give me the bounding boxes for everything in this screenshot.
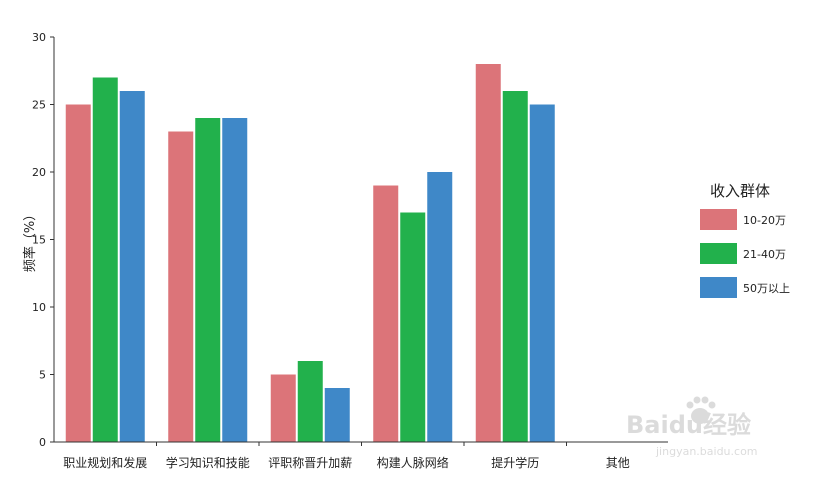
y-tick-label: 30	[32, 31, 46, 44]
x-category-label: 其他	[606, 456, 630, 470]
baidu-watermark: Baidu经验 jingyan.baidu.com	[626, 396, 758, 458]
legend-swatch	[700, 209, 737, 230]
watermark-url: jingyan.baidu.com	[655, 445, 758, 458]
legend-label: 10-20万	[743, 214, 786, 227]
bar	[475, 64, 501, 442]
legend: 收入群体 10-20万 21-40万 50万以上	[700, 182, 790, 298]
bar	[119, 91, 145, 442]
y-tick-label: 0	[39, 436, 46, 449]
x-category-label: 职业规划和发展	[63, 455, 147, 470]
bar	[195, 118, 221, 442]
legend-swatch	[700, 243, 737, 264]
paw-logo-icon	[686, 396, 716, 424]
legend-swatch	[700, 277, 737, 298]
bar	[427, 172, 453, 442]
bar	[92, 77, 118, 442]
y-axis-title: 频率（%）	[22, 208, 38, 272]
bar	[324, 388, 350, 442]
y-tick-label: 25	[32, 99, 46, 112]
bar	[65, 104, 91, 442]
legend-label: 21-40万	[743, 248, 786, 261]
y-tick-label: 5	[39, 369, 46, 382]
bar	[373, 185, 399, 442]
bar	[297, 361, 323, 442]
x-category-label: 提升学历	[491, 455, 539, 470]
y-tick-label: 15	[32, 234, 46, 247]
x-category-label: 构建人脉网络	[377, 455, 449, 470]
bar	[222, 118, 248, 442]
bar	[168, 131, 194, 442]
legend-label: 50万以上	[743, 282, 790, 295]
bar	[529, 104, 555, 442]
plot-area	[65, 64, 555, 442]
y-tick-label: 20	[32, 166, 46, 179]
y-axis: 0 5 10 15 20 25 30	[32, 31, 55, 449]
x-category-label: 学习知识和技能	[166, 455, 250, 470]
y-tick-label: 10	[32, 301, 46, 314]
legend-title: 收入群体	[710, 182, 770, 200]
watermark-brand: Baidu经验	[626, 411, 751, 439]
x-axis: 职业规划和发展 学习知识和技能 评职称晋升加薪 构建人脉网络 提升学历 其他	[54, 441, 668, 470]
bar	[400, 212, 426, 442]
bar	[502, 91, 528, 442]
bar	[270, 374, 296, 442]
x-category-label: 评职称晋升加薪	[268, 456, 352, 470]
